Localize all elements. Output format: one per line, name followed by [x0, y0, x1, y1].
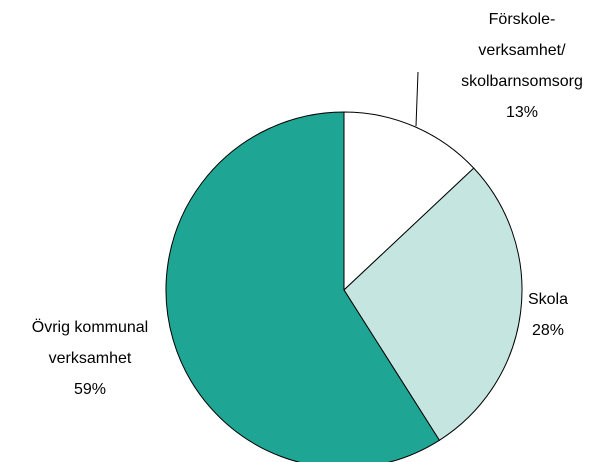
pie-slice [343, 111, 475, 292]
leader-line [415, 71, 419, 127]
pie-slice [165, 111, 441, 462]
slice-label: skolbarnsomsorg [461, 73, 583, 90]
value-label: 28% [532, 322, 564, 339]
value-label: 59% [74, 381, 106, 398]
slice-label: Skola [528, 291, 568, 308]
slice-label: verksamhet [49, 350, 132, 367]
value-label: 13% [506, 104, 538, 121]
pie-slice [343, 167, 523, 441]
slice-label: verksamhet/ [478, 42, 566, 59]
slice-label: Förskole- [489, 11, 556, 28]
slice-label: Övrig kommunal [32, 318, 148, 336]
